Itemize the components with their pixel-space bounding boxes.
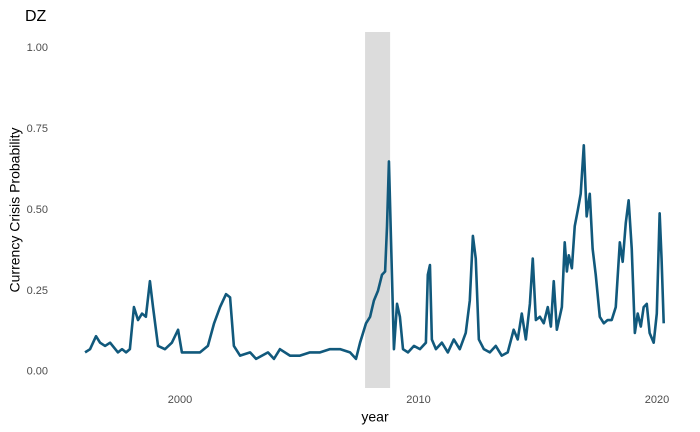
x-tick-label: 2020 (645, 394, 669, 406)
chart-title: DZ (25, 8, 47, 25)
y-tick-label: 1.00 (27, 42, 48, 54)
y-tick-label: 0.00 (27, 366, 48, 378)
series-line (84, 143, 666, 361)
y-axis-label: Currency Crisis Probability (7, 128, 23, 293)
x-tick-label: 2000 (168, 394, 192, 406)
y-tick-label: 0.75 (27, 123, 48, 135)
x-axis-label: year (361, 409, 389, 425)
y-tick-label: 0.50 (27, 204, 48, 216)
x-tick-label: 2010 (406, 394, 430, 406)
shaded-period (365, 32, 391, 388)
y-tick-label: 0.25 (27, 285, 48, 297)
